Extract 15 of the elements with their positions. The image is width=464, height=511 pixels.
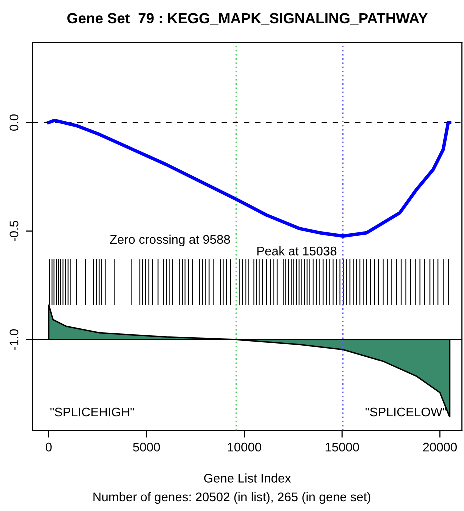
annotation: "SPLICELOW" — [366, 408, 447, 417]
x-tick-label: 0 — [46, 442, 52, 452]
annotation: "SPLICEHIGH" — [50, 408, 134, 417]
y-tick-label: -0.5 — [10, 221, 19, 242]
x-tick-label: 10000 — [228, 442, 262, 452]
text: Number of genes: 20502 (in list), 265 (in gene set) — [94, 492, 371, 504]
x-axis-title: Gene List Index — [204, 474, 292, 483]
x-tick-label: 5000 — [133, 442, 160, 452]
y-tick-label: 0.0 — [10, 114, 19, 131]
y-tick-label: -1.0 — [10, 330, 19, 350]
annotation: Zero crossing at 9588 — [110, 234, 230, 247]
x-tick-label: 20000 — [423, 442, 458, 452]
annotation: Peak at 15038 — [258, 246, 337, 256]
x-tick-label: 15000 — [326, 442, 360, 452]
chart-title: Gene Set 79 : KEGG_MAPK_SIGNALING_PATHWAY — [68, 13, 428, 26]
